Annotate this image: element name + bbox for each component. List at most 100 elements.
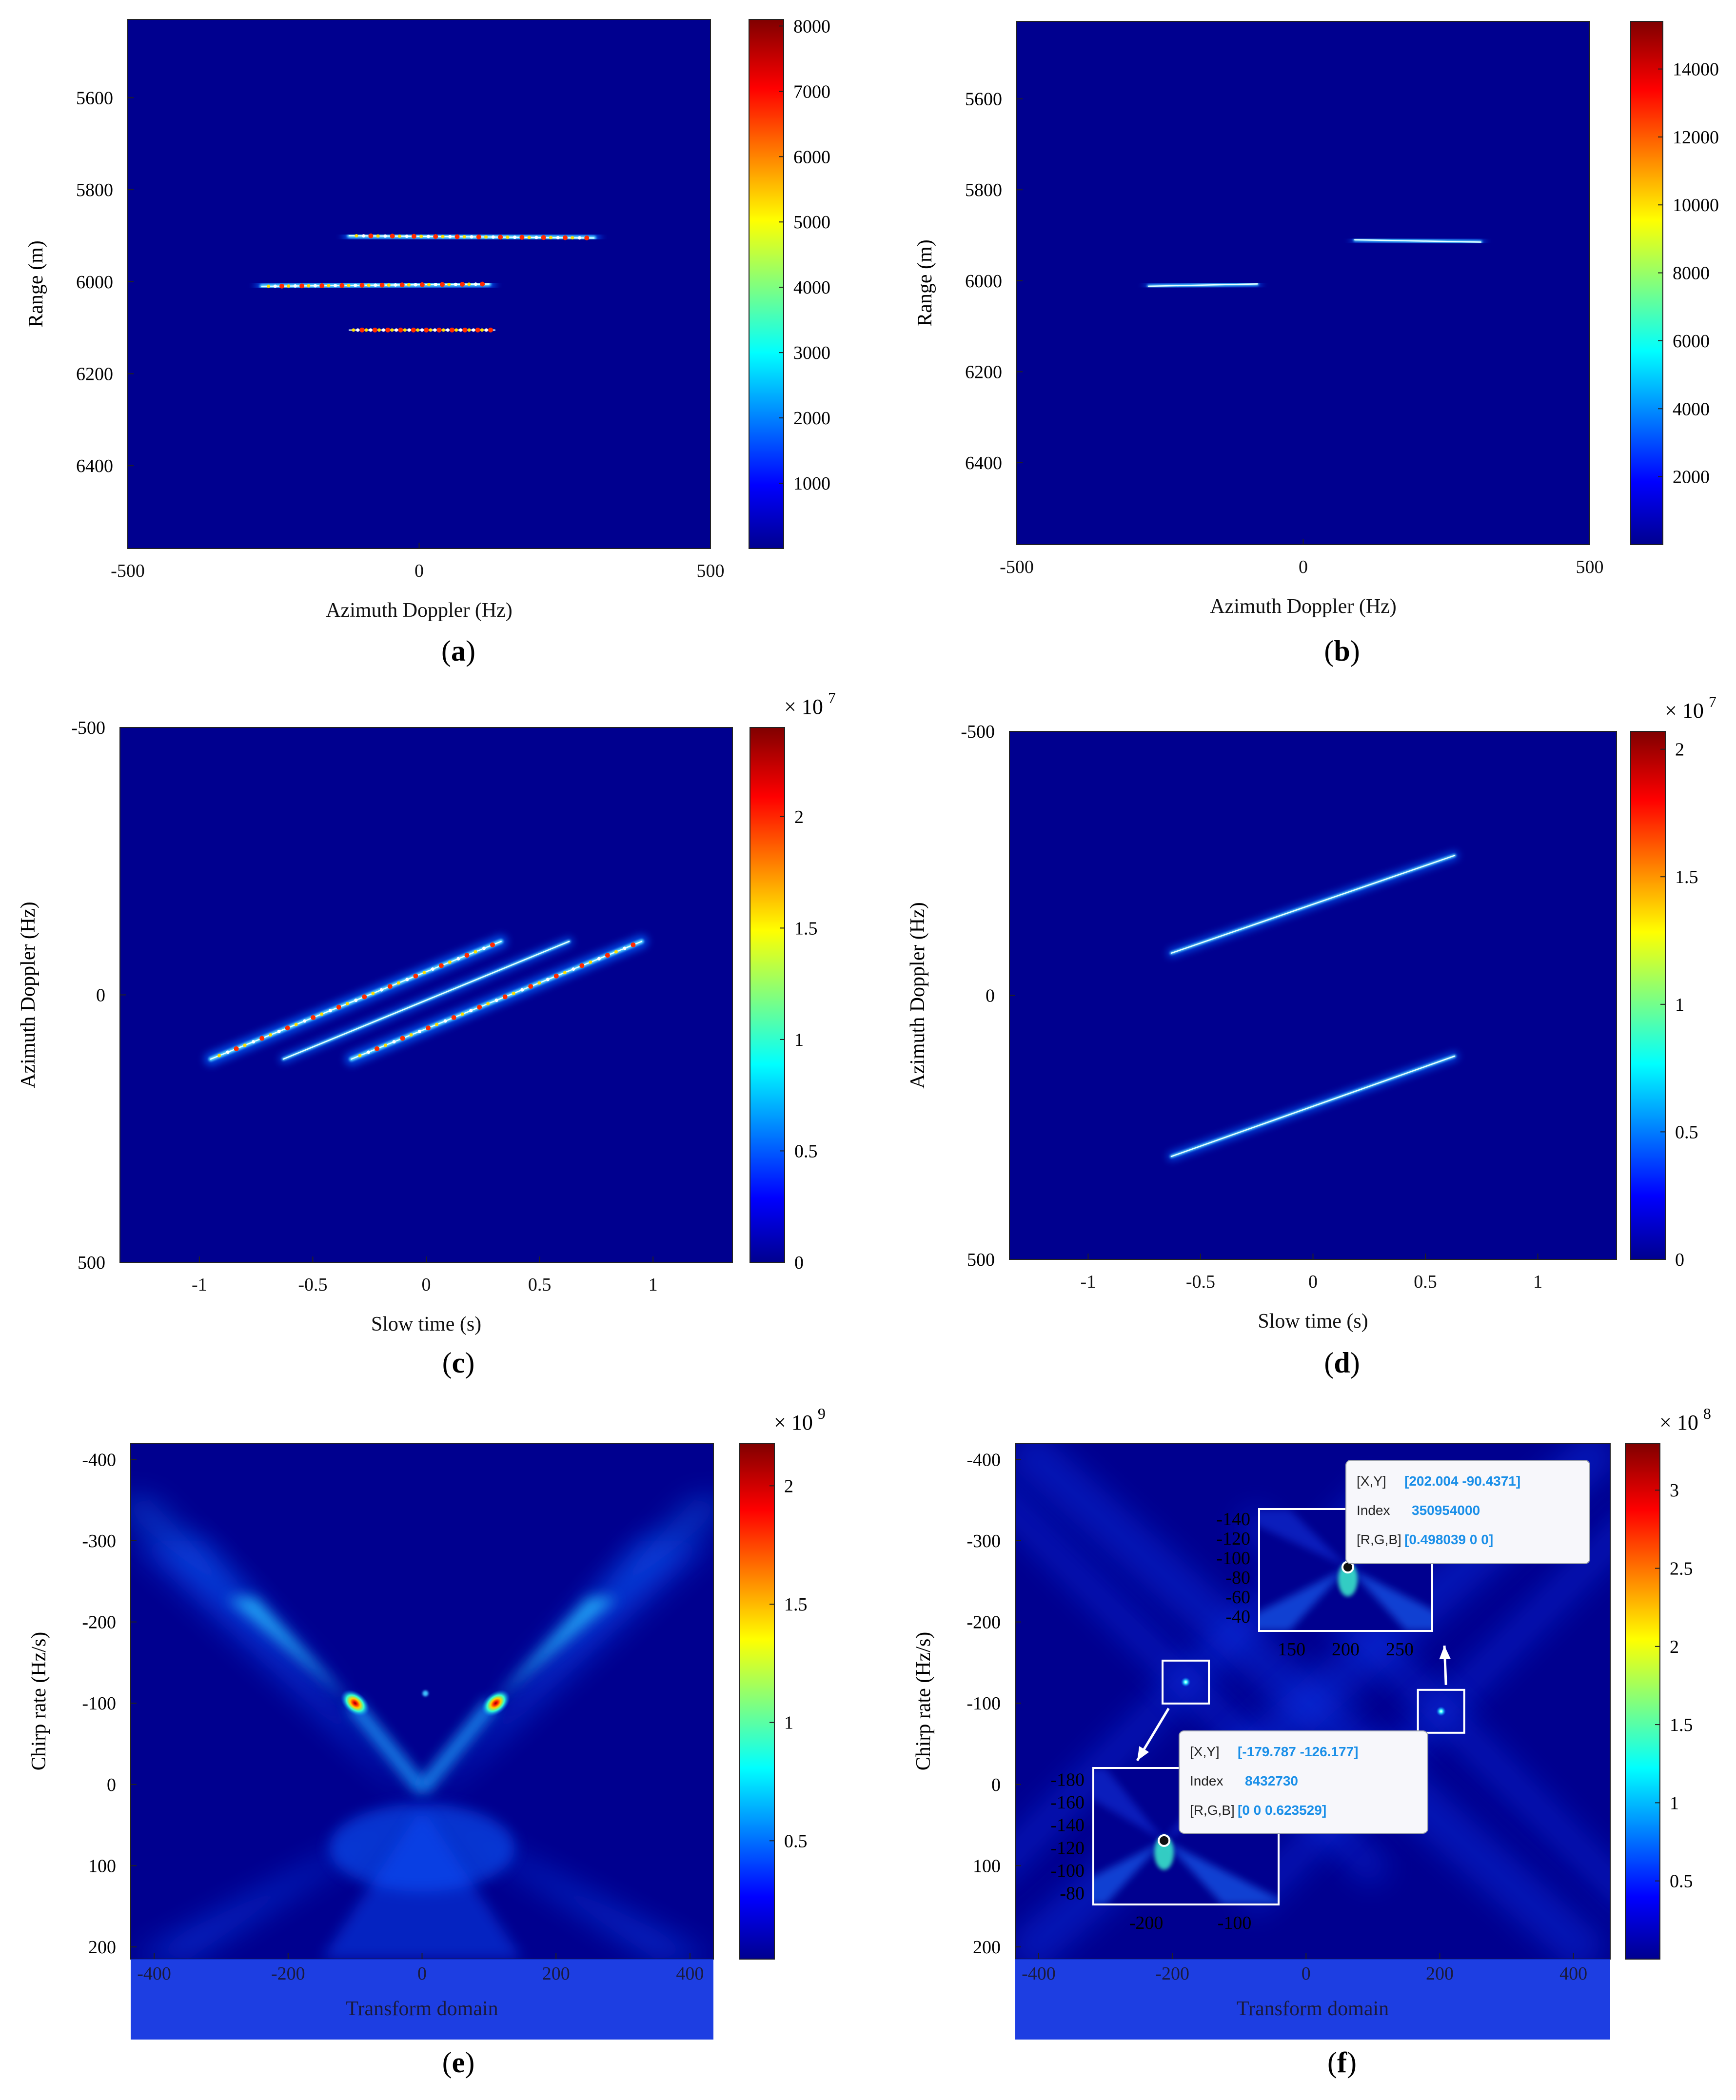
x-tick-label: 1 (1533, 1272, 1542, 1292)
colorbar-tick-label: 8000 (793, 16, 830, 37)
colorbar-tick-label: 0 (794, 1253, 804, 1273)
f-inset-bottom: -200 -100 -180-160-140-120 -100 -80 [X,Y] [-17… (1050, 1659, 1428, 1933)
streak-c-1 (204, 935, 508, 1066)
y-axis-c: -500 0 500 (71, 718, 126, 1273)
x-tick-label: -500 (1000, 557, 1034, 577)
colorbar-e: 0.5 1 1.5 2 × 10 9 (739, 1405, 826, 1960)
colorbar-f: 0.5 1 1.5 2 2.5 3 × 10 8 (1625, 1405, 1711, 1960)
y-axis-title: Chirp rate (Hz/s) (28, 1632, 50, 1771)
inset-y-tick-label: -120 (1050, 1838, 1085, 1858)
y-tick-label: 500 (967, 1250, 995, 1270)
zoom-region-box (1162, 1659, 1210, 1705)
datatip-label: [R,G,B] (1357, 1532, 1401, 1547)
plot-area-d (1009, 731, 1617, 1259)
plot-content-b (1144, 236, 1485, 291)
cone-e (131, 1500, 713, 1959)
colorbar-tick-label: 1 (784, 1713, 793, 1733)
x-tick-label: -1 (1081, 1272, 1096, 1292)
panel-d: -1 -0.5 0 0.5 1 Slow time (s) -500 0 500 Azimuth … (907, 693, 1716, 1379)
datatip-marker (1158, 1834, 1171, 1847)
colorbar-exponent: × 10 7 (1665, 693, 1716, 723)
y-axis-f: -400 -300 -200 -100 0 100 200 (967, 1450, 1021, 1958)
x-tick-label: -400 (137, 1963, 171, 1984)
inset-y-tick-label: -100 (1216, 1548, 1250, 1569)
inset-y-tick-label: -100 (1050, 1861, 1085, 1881)
streak-a-3 (343, 323, 501, 336)
plot-content-a (255, 229, 600, 336)
inset-x-tick-label: -200 (1129, 1913, 1164, 1933)
y-tick-label: -100 (967, 1693, 1001, 1714)
panel-a: -500 0 500 Azimuth Doppler (Hz) 5600 5800 6000… (25, 16, 830, 667)
y-tick-label: -100 (82, 1693, 116, 1714)
datatip-value: 350954000 (1412, 1503, 1480, 1518)
colorbar-tick-label: 2 (784, 1476, 793, 1496)
x-axis-title: Slow time (s) (1258, 1310, 1368, 1333)
x-tick-label: -0.5 (298, 1275, 327, 1295)
inset-y-tick-label: -60 (1225, 1587, 1250, 1608)
y-tick-label: -400 (967, 1450, 1001, 1470)
colorbar-tick-label: 2.5 (1670, 1558, 1693, 1579)
streak-a-1 (343, 229, 600, 245)
y-axis-d: -500 0 500 (961, 722, 1015, 1270)
axis-band-e (131, 1959, 713, 2040)
colorbar-tick-label: 12000 (1673, 127, 1719, 148)
colorbar-tick-label: 2 (794, 807, 804, 827)
x-axis-title: Transform domain (346, 1998, 498, 2020)
datatip-label: [X,Y] (1357, 1473, 1386, 1489)
y-axis-a: 5600 5800 6000 6200 6400 (76, 88, 134, 476)
x-tick-label: 500 (697, 561, 725, 581)
zoom-region-box (1417, 1688, 1465, 1734)
panel-label: (a) (441, 635, 475, 667)
y-tick-label: 200 (88, 1937, 116, 1958)
y-tick-label: 6200 (965, 362, 1002, 382)
plot-area-c (120, 727, 732, 1262)
y-tick-label: 6200 (76, 364, 113, 384)
y-axis-b: 5600 5800 6000 6200 6400 (965, 89, 1023, 473)
y-tick-label: -400 (82, 1450, 116, 1470)
y-tick-label: 0 (991, 1775, 1001, 1795)
hotspot-e-3 (481, 1689, 511, 1717)
colorbar-tick-label: 6000 (793, 147, 830, 167)
x-tick-label: 0 (414, 561, 424, 581)
colorbar-tick-label: 2000 (1673, 467, 1710, 488)
y-tick-label: 0 (107, 1775, 116, 1795)
datatip-value: [-179.787 -126.177] (1238, 1744, 1359, 1759)
colorbar-tick-label: 1 (794, 1030, 804, 1050)
datatip-box: [X,Y] [202.004 -90.4371] Index 350954000 [R,… (1345, 1460, 1590, 1564)
datatip-box: [X,Y] [-179.787 -126.177] Index 8432730 [R,G… (1179, 1730, 1428, 1834)
x-tick-label: -1 (192, 1275, 207, 1295)
inset-y-tick-label: -140 (1216, 1509, 1250, 1530)
datatip-label: Index (1190, 1773, 1223, 1788)
x-tick-label: 1 (649, 1275, 658, 1295)
colorbar-tick-label: 1.5 (784, 1594, 808, 1615)
y-tick-label: -500 (961, 722, 995, 742)
panel-b: -500 0 500 Azimuth Doppler (Hz) 5600 5800 6000… (914, 21, 1719, 667)
y-tick-label: -200 (82, 1612, 116, 1633)
y-tick-label: 200 (973, 1937, 1001, 1958)
colorbar-b: 2000 4000 6000 8000 10000 12000 14000 (1630, 21, 1719, 545)
colorbar-tick-label: 1.5 (1675, 867, 1698, 887)
colorbar-tick-label: 1.5 (794, 918, 818, 939)
x-tick-label: 0 (422, 1275, 431, 1295)
x-axis-b: -500 0 500 (1000, 539, 1604, 577)
plot-area-b (1017, 21, 1590, 545)
y-axis-title: Azimuth Doppler (Hz) (17, 902, 39, 1088)
y-axis-title: Chirp rate (Hz/s) (912, 1632, 935, 1771)
colorbar-tick-label: 0.5 (784, 1831, 808, 1851)
y-axis-title: Range (m) (914, 239, 936, 326)
datatip-label: [R,G,B] (1190, 1803, 1235, 1818)
y-tick-label: -300 (967, 1531, 1001, 1551)
streak-d-1 (1167, 851, 1459, 957)
datatip-label: [X,Y] (1190, 1744, 1220, 1759)
inset-x-tick-label: 150 (1278, 1639, 1305, 1660)
colorbar-a: 1000 2000 3000 4000 5000 6000 7000 8000 (749, 16, 830, 549)
x-tick-label: 0.5 (1414, 1272, 1437, 1292)
plot-content-d (1167, 851, 1459, 1160)
streak-b-2 (1351, 236, 1485, 246)
y-tick-label: 500 (78, 1253, 105, 1273)
y-axis-title: Azimuth Doppler (Hz) (907, 902, 929, 1089)
colorbar-exponent: × 10 7 (784, 689, 836, 719)
datatip-value: [202.004 -90.4371] (1404, 1473, 1520, 1489)
colorbar-tick-label: 4000 (793, 277, 830, 298)
